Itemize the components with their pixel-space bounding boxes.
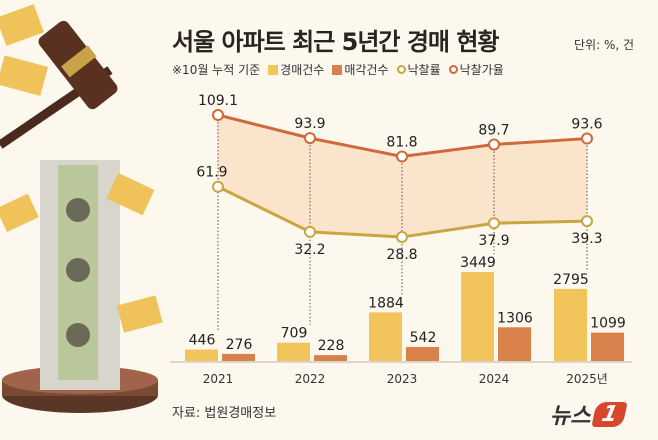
gavel-money-illustration: [0, 4, 163, 413]
bar-auctions: [461, 272, 494, 361]
point-sale-rate: [396, 231, 408, 244]
label-sales: 1099: [590, 316, 626, 332]
source: 자료: 법원경매정보: [172, 406, 277, 421]
news1-logo: 뉴스 1: [550, 398, 629, 430]
label-price-rate: 89.7: [478, 122, 509, 138]
unit-label: 단위: %, 건: [574, 38, 635, 52]
bar-sales: [591, 332, 624, 361]
bar-auctions: [369, 312, 402, 361]
point-sale-rate: [304, 225, 316, 238]
legend-item-auctions: 경매건수: [268, 61, 324, 78]
label-sale-rate: 39.3: [571, 231, 602, 247]
label-sale-rate: 37.9: [478, 233, 509, 249]
label-sales: 228: [318, 338, 345, 354]
label-sale-rate: 28.8: [386, 247, 417, 263]
label-sales: 1306: [497, 310, 533, 326]
bar-auctions: [277, 342, 310, 361]
legend-item-price-rate: 낙찰가율: [448, 61, 504, 78]
point-price-rate: [304, 132, 316, 145]
legend-item-sales: 매각건수: [332, 61, 389, 78]
label-sale-rate: 32.2: [294, 242, 325, 258]
x-tick-label: 2025년: [566, 372, 608, 386]
label-auctions: 709: [281, 326, 308, 342]
label-price-rate: 93.9: [294, 116, 325, 132]
legend-swatch-icon: [332, 64, 343, 75]
legend-ring-icon: [448, 65, 458, 74]
label-auctions: 1884: [368, 295, 404, 311]
legend: ※10월 누적 기준 경매건수 매각건수 낙찰률 낙찰가율: [172, 61, 504, 78]
bar-sales: [498, 327, 531, 361]
bar-auctions: [554, 288, 587, 361]
note: ※10월 누적 기준: [172, 63, 261, 77]
label-price-rate: 109.1: [198, 93, 238, 109]
x-tick-label: 2023: [387, 372, 418, 386]
point-sale-rate: [212, 180, 224, 193]
label-sale-rate: 61.9: [196, 165, 227, 181]
point-price-rate: [581, 132, 593, 145]
legend-swatch-icon: [268, 64, 279, 75]
label-auctions: 3449: [460, 255, 496, 271]
point-price-rate: [396, 150, 408, 163]
bar-sales: [406, 347, 439, 361]
x-tick-label: 2022: [295, 372, 326, 386]
point-sale-rate: [581, 215, 593, 228]
x-tick-label: 2024: [479, 372, 510, 386]
chart-title: 서울 아파트 최근 5년간 경매 현황: [172, 28, 500, 56]
label-sales: 542: [410, 330, 437, 346]
bar-auctions: [185, 349, 218, 361]
label-price-rate: 81.8: [386, 134, 417, 150]
bar-sales: [222, 353, 255, 361]
legend-ring-icon: [396, 65, 406, 74]
point-price-rate: [212, 109, 224, 121]
legend-item-sale-rate: 낙찰률: [396, 61, 441, 78]
point-sale-rate: [488, 217, 500, 230]
label-price-rate: 93.6: [571, 117, 602, 133]
label-auctions: 2795: [553, 272, 589, 288]
x-tick-label: 2021: [203, 372, 234, 386]
label-auctions: 446: [189, 332, 216, 348]
bar-sales: [314, 355, 347, 361]
rate-band: [218, 115, 587, 238]
label-sales: 276: [226, 337, 253, 353]
point-price-rate: [488, 138, 500, 151]
